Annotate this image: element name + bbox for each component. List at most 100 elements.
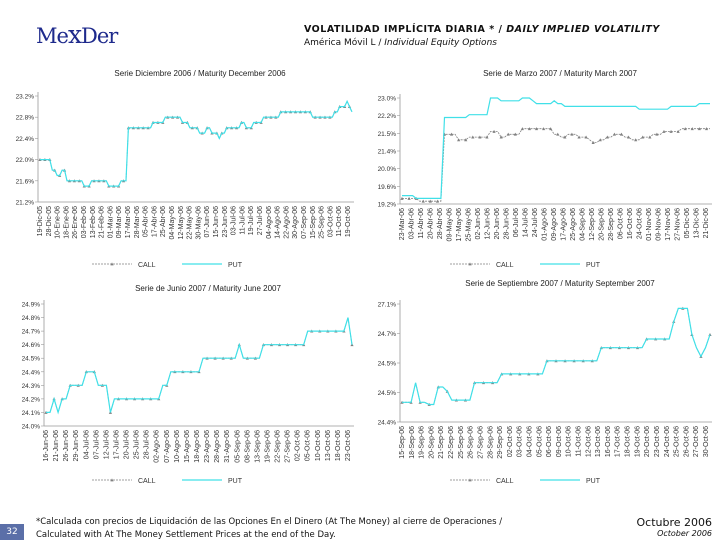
x-tick-label: 10-Oct-06 — [566, 426, 573, 457]
x-tick-label: 03-Oct-06 — [517, 426, 524, 457]
x-tick-label: 21-Feb-06 — [99, 206, 106, 238]
y-tick-label: 24.4% — [378, 420, 397, 427]
y-tick-label: 24.9% — [22, 302, 41, 309]
x-tick-label: 28-Dic-05 — [46, 206, 53, 236]
x-tick-label: 28-Mar-06 — [134, 206, 141, 238]
x-tick-label: 27-Jul-06 — [257, 206, 264, 235]
x-tick-label: 02-Ago-06 — [154, 430, 161, 463]
x-tick-label: 06-Jul-06 — [513, 208, 520, 237]
footnote: *Calculada con precios de Liquidación de… — [36, 516, 502, 542]
call-point — [513, 132, 517, 136]
y-tick-label: 19.6% — [378, 184, 397, 191]
y-tick-label: 22.4% — [16, 136, 35, 143]
x-tick-label: 26-Ene-06 — [72, 206, 79, 239]
chart-march-2007: Serie de Marzo 2007 / Maturity March 200… — [378, 69, 712, 269]
legend-put-label: PUT — [586, 262, 601, 269]
x-tick-label: 20-Sep-06 — [428, 426, 435, 459]
call-point — [584, 135, 588, 139]
x-tick-label: 09-Oct-06 — [556, 426, 563, 457]
x-tick-label: 25-Abr-06 — [160, 206, 167, 237]
chart-title: Serie Diciembre 2006 / Maturity December… — [114, 69, 286, 78]
series-put-line — [46, 317, 353, 415]
x-tick-label: 22-May-06 — [187, 206, 194, 240]
x-tick-label: 12-Sep-06 — [589, 208, 596, 241]
call-point — [449, 132, 454, 136]
x-tick-label: 17-Abr-06 — [151, 206, 158, 237]
call-point — [641, 135, 645, 139]
x-tick-label: 03-Feb-06 — [81, 206, 88, 238]
x-tick-label: 04-Ago-06 — [266, 206, 273, 239]
x-tick-label: 09-Nov-06 — [656, 208, 663, 241]
x-tick-label: 18-Ago-06 — [194, 430, 201, 463]
x-tick-label: 15-Sep-06 — [399, 426, 406, 459]
x-tick-label: 18-Oct-06 — [625, 426, 632, 457]
x-tick-label: 26-Jun-06 — [63, 430, 70, 462]
call-point — [591, 141, 595, 145]
x-tick-label: 23-Ago-06 — [204, 430, 211, 463]
footnote-line-2: Calculated with At The Money Settlement … — [36, 530, 336, 540]
x-tick-label: 12-Oct-06 — [585, 426, 592, 457]
y-tick-label: 24.6% — [22, 342, 41, 349]
x-tick-label: 15-Jun-06 — [213, 206, 220, 238]
date-es: Octubre 2006 — [636, 516, 712, 529]
x-tick-label: 25-Sep-06 — [458, 426, 465, 459]
series-put-line — [402, 97, 710, 199]
chart-december-2006: Serie Diciembre 2006 / Maturity December… — [16, 69, 354, 269]
x-tick-label: 23-Jun-06 — [222, 206, 229, 238]
x-tick-label: 16-Jun-06 — [43, 430, 50, 462]
y-tick-label: 22.2% — [378, 113, 397, 120]
call-point — [492, 129, 496, 133]
x-tick-label: 20-Jun-06 — [494, 208, 501, 240]
legend-call-marker — [468, 478, 472, 482]
x-tick-label: 10-Ago-06 — [174, 430, 181, 463]
call-point — [683, 127, 687, 131]
legend-call-marker — [110, 478, 114, 482]
x-tick-label: 30-Ago-06 — [292, 206, 299, 239]
title-es: VOLATILIDAD IMPLÍCITA DIARIA * / — [304, 24, 507, 35]
x-tick-label: 05-Abr-06 — [143, 206, 150, 237]
x-tick-label: 27-Nov-06 — [675, 208, 682, 241]
call-point — [556, 132, 560, 136]
x-tick-label: 19-Jul-06 — [248, 206, 255, 235]
call-point — [520, 127, 524, 131]
x-tick-label: 29-Jun-06 — [73, 430, 80, 462]
x-tick-label: 05-Dic-06 — [684, 208, 691, 238]
x-tick-label: 28-Sep-06 — [487, 426, 494, 459]
x-tick-label: 19-Oct-06 — [634, 426, 641, 457]
call-point — [655, 132, 659, 136]
x-tick-label: 24-Oct-06 — [637, 208, 644, 239]
x-tick-label: 11-Abr-06 — [418, 208, 425, 239]
x-tick-label: 02-Oct-06 — [507, 426, 514, 457]
y-tick-label: 21.4% — [378, 149, 397, 156]
y-tick-label: 24.4% — [22, 369, 41, 376]
x-tick-label: 24-Jul-06 — [532, 208, 539, 237]
x-tick-label: 07-Jun-06 — [204, 206, 211, 238]
logo-text-post: Der — [81, 24, 118, 48]
call-point — [435, 199, 440, 203]
x-tick-label: 01-Ago-06 — [542, 208, 549, 241]
call-point — [570, 132, 574, 136]
legend-call-label: CALL — [138, 478, 156, 485]
x-tick-label: 25-Ago-06 — [570, 208, 577, 241]
y-tick-label: 24.2% — [22, 396, 41, 403]
logo-text-x: x — [67, 20, 82, 49]
x-tick-label: 19-Oct-06 — [345, 206, 352, 237]
x-tick-label: 06-Oct-06 — [546, 426, 553, 457]
x-tick-label: 17-Ago-06 — [561, 208, 568, 241]
call-point — [499, 135, 503, 139]
x-tick-label: 10-Oct-06 — [315, 430, 322, 461]
y-tick-label: 24.8% — [22, 315, 41, 322]
x-tick-label: 07-Ago-06 — [164, 430, 171, 463]
x-tick-label: 09-Mar-06 — [116, 206, 123, 238]
x-tick-label: 05-Oct-06 — [536, 426, 543, 457]
x-tick-label: 08-Sep-06 — [244, 430, 251, 463]
series-call-line — [402, 128, 710, 202]
call-point — [534, 127, 539, 131]
subtitle-en: Individual Equity Options — [384, 38, 497, 48]
x-tick-label: 30-Oct-06 — [703, 426, 710, 457]
x-tick-label: 21-Sep-06 — [438, 426, 445, 459]
x-tick-label: 13-Feb-06 — [90, 206, 97, 238]
x-tick-label: 07-Sep-06 — [301, 206, 308, 239]
x-tick-label: 20-Oct-06 — [644, 426, 651, 457]
chart-september-2007: Serie de Septiembre 2007 / Maturity Sept… — [378, 279, 712, 485]
